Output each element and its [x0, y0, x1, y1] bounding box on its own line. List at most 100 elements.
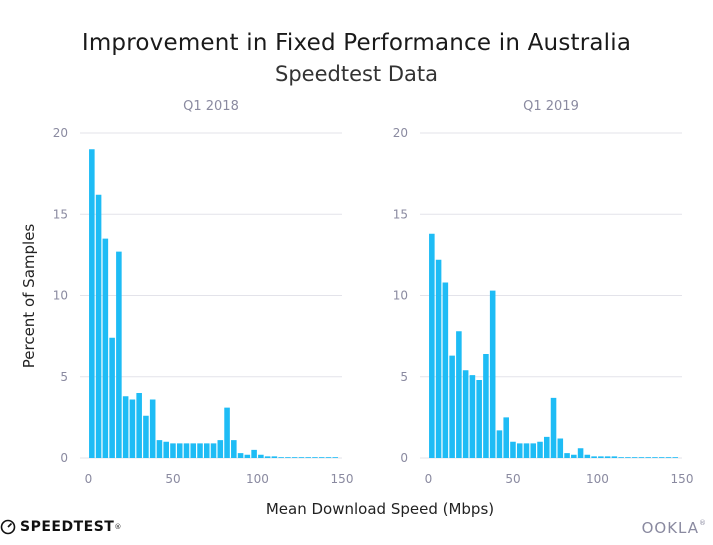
bar	[95, 194, 102, 458]
bar	[604, 456, 611, 458]
ookla-logo-text: OOKLA	[641, 519, 699, 537]
bar	[176, 443, 183, 458]
bar	[571, 454, 577, 458]
bar	[429, 233, 435, 458]
bar	[143, 415, 149, 458]
y-tick-label: 5	[60, 370, 68, 384]
bar	[557, 438, 564, 458]
bar	[190, 443, 197, 458]
bar	[469, 375, 476, 458]
bar	[116, 251, 122, 458]
bar	[591, 456, 597, 458]
x-tick-label: 0	[425, 472, 433, 486]
bar	[543, 436, 550, 458]
bar	[231, 440, 237, 458]
bar	[537, 441, 543, 458]
y-tick-label: 15	[393, 207, 408, 221]
bar	[516, 443, 523, 458]
panel-1: 0 5 10 15 20 0 50 100 150 Q1 2019	[393, 99, 694, 486]
bar	[312, 457, 318, 458]
panel-0: 0 5 10 15 20 0 50 100 150 Q1 2018	[53, 99, 354, 486]
bar	[665, 457, 672, 458]
bar	[672, 457, 679, 458]
panel-title: Q1 2018	[183, 99, 239, 114]
y-axis-label: Percent of Samples	[20, 224, 38, 369]
bar	[442, 282, 449, 458]
y-tick-label: 0	[60, 451, 68, 465]
bar	[564, 453, 570, 458]
y-tick-label: 20	[53, 126, 68, 140]
bar	[638, 457, 645, 458]
bar	[550, 397, 557, 458]
speedtest-logo-tm: ®	[114, 523, 122, 531]
bar	[305, 457, 311, 458]
y-tick-label: 15	[53, 207, 68, 221]
bar	[462, 370, 469, 458]
bar	[631, 457, 638, 458]
bar	[584, 454, 591, 458]
bar	[136, 393, 142, 458]
bar	[523, 443, 530, 458]
bar	[318, 457, 325, 458]
y-tick-label: 10	[393, 289, 408, 303]
x-tick-label: 150	[331, 472, 354, 486]
speedtest-logo-text: SPEEDTEST	[20, 519, 115, 535]
x-tick-label: 100	[586, 472, 609, 486]
x-tick-label: 0	[85, 472, 93, 486]
bar	[652, 457, 658, 458]
bar	[503, 417, 509, 458]
ookla-logo-tm: ®	[699, 519, 707, 527]
bar	[197, 443, 203, 458]
x-axis-label: Mean Download Speed (Mbps)	[266, 500, 494, 518]
chart-subtitle: Speedtest Data	[275, 62, 438, 86]
x-tick-label: 100	[246, 472, 269, 486]
speedometer-icon	[0, 519, 16, 535]
bar	[496, 430, 503, 458]
bar	[645, 457, 651, 458]
bar	[149, 399, 156, 458]
bar	[264, 456, 271, 458]
bar	[611, 456, 618, 458]
bar	[483, 354, 489, 458]
panel-title: Q1 2019	[523, 99, 579, 114]
bar	[598, 456, 604, 458]
x-tick-label: 150	[671, 472, 694, 486]
bar	[291, 457, 298, 458]
bar	[456, 331, 462, 458]
x-tick-label: 50	[165, 472, 180, 486]
bar	[210, 443, 217, 458]
bar	[244, 454, 251, 458]
bar	[237, 453, 244, 458]
bar	[224, 407, 230, 458]
y-tick-label: 5	[400, 370, 408, 384]
bar	[170, 443, 176, 458]
bar	[530, 443, 537, 458]
bar	[449, 355, 455, 458]
bar	[163, 441, 169, 458]
bar	[325, 457, 332, 458]
bar	[332, 457, 339, 458]
bar	[89, 149, 95, 458]
bar	[510, 441, 516, 458]
y-tick-label: 10	[53, 289, 68, 303]
bar	[489, 290, 496, 458]
chart-title: Improvement in Fixed Performance in Aust…	[81, 30, 632, 56]
bar	[625, 457, 631, 458]
bar	[658, 457, 665, 458]
bar	[435, 259, 442, 458]
bar	[285, 457, 291, 458]
speedtest-logo: SPEEDTEST ®	[0, 518, 121, 536]
bar	[122, 396, 129, 458]
bar	[271, 456, 278, 458]
bar	[102, 238, 109, 458]
bar	[217, 440, 224, 458]
bar	[109, 337, 115, 458]
ookla-logo: OOKLA®	[642, 519, 707, 537]
x-tick-label: 50	[505, 472, 520, 486]
bar	[258, 454, 264, 458]
bar	[129, 399, 136, 458]
bar	[156, 440, 163, 458]
bar	[251, 449, 257, 458]
bar	[577, 448, 584, 458]
